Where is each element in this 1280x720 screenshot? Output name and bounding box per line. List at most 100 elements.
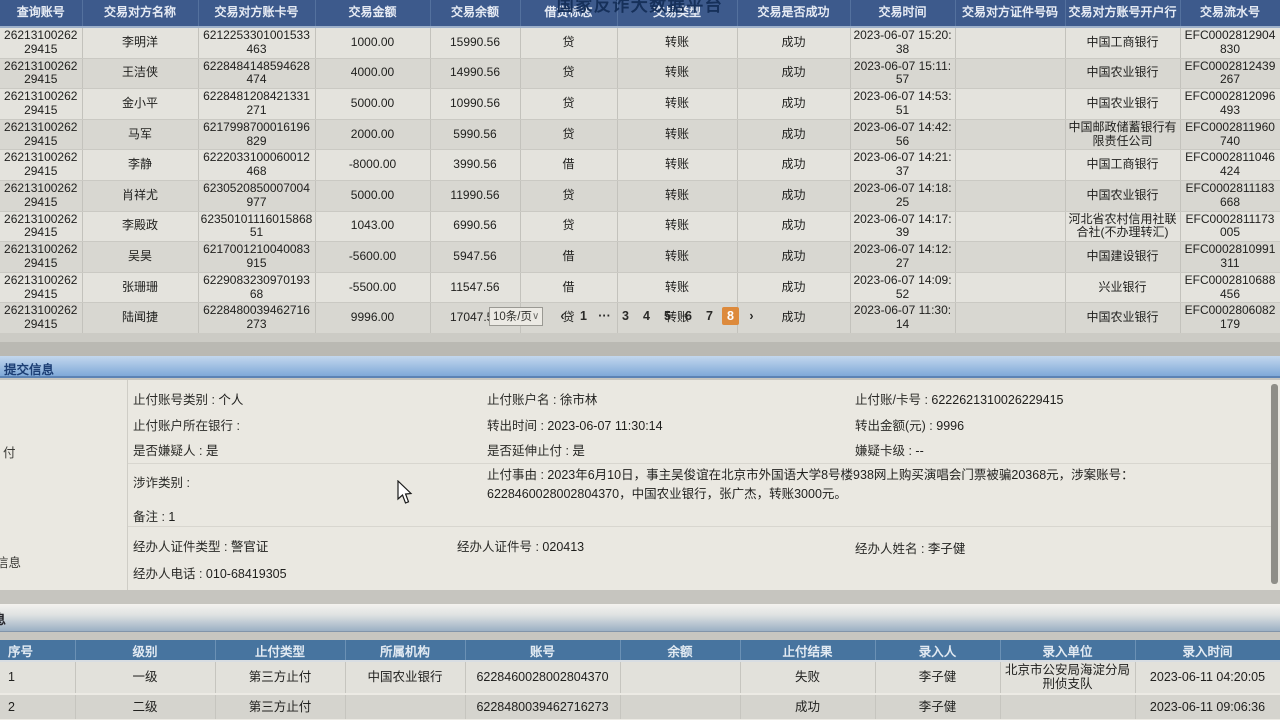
col-level: 级别 [75,640,216,662]
field-value: 是 [572,444,585,458]
cell-time: 2023-06-07 14:18:25 [850,180,956,212]
cell-counterparty-name: 李殿政 [82,211,199,243]
field-label: 止付账户所在银行 : [133,419,240,433]
field-label: 嫌疑卡级 : [855,444,916,458]
field-value: 1 [168,510,176,524]
page-button[interactable]: 5 [659,307,676,325]
cell-counterparty-name: 金小平 [82,88,199,120]
cell-serial-number: EFC0002811183668 [1180,180,1280,212]
mouse-cursor [397,480,413,504]
col-counterparty-id: 交易对方证件号码 [955,0,1066,28]
cell-seq: 1 [0,661,76,695]
col-query-account: 查询账号 [0,0,83,28]
col-account: 账号 [465,640,621,662]
divider-band [0,590,1280,604]
cell-time: 2023-06-07 14:17:39 [850,211,956,243]
transaction-row: 2621310026229415 陆闻捷 6228480039462716273… [0,302,1280,334]
field-value: 是 [205,444,219,458]
field-label: 备注 : [133,510,169,524]
field-value: 6222621310026229415 [931,393,1064,407]
cell-balance [620,693,741,720]
cell-serial-number: EFC0002811173005 [1180,211,1280,243]
cell-counterparty-name: 肖祥尤 [82,180,199,212]
col-seq: 序号 [0,640,76,662]
field-transfer-time: 转出时间 : 2023-06-07 11:30:14 [487,415,663,434]
cell-amount: 1000.00 [315,27,431,59]
col-stop-type: 止付类型 [215,640,346,662]
cell-counterparty-card: 6217001210040083915 [198,241,316,273]
cell-balance: 14990.56 [430,58,521,90]
cell-time: 2023-06-07 14:09:52 [850,272,956,304]
field-value: 2023-06-07 11:30:14 [547,419,663,433]
cell-counterparty-id [955,272,1066,304]
transaction-row: 2621310026229415 张珊珊 622908323097019368 … [0,272,1280,304]
field-extend-stop: 是否延伸止付 : 是 [487,440,585,459]
col-serial-number: 交易流水号 [1180,0,1280,28]
cell-query-account: 2621310026229415 [0,119,83,151]
side-label-fragment: 付 [3,446,16,460]
field-label: 经办人电话 : [133,567,206,581]
field-label: 止付事由 : [487,468,548,482]
transaction-row: 2621310026229415 李殿政 6235010111601586851… [0,211,1280,243]
form-scrollbar[interactable] [1271,384,1278,584]
records-section-bar: 息 [0,604,1280,632]
cell-counterparty-id [955,211,1066,243]
cell-balance: 3990.56 [430,149,521,181]
cell-time: 2023-06-07 14:21:37 [850,149,956,181]
cell-amount: -5600.00 [315,241,431,273]
cell-serial-number: EFC0002811046424 [1180,149,1280,181]
page-button[interactable]: 1 [575,307,592,325]
page-button[interactable]: 6 [680,307,697,325]
cell-unit: 北京市公安局海淀分局刑侦支队 [1000,661,1136,695]
cell-transaction-type: 转账 [617,58,738,90]
col-org: 所属机构 [345,640,466,662]
cell-counterparty-bank: 中国工商银行 [1065,149,1181,181]
cell-balance: 11547.56 [430,272,521,304]
cell-counterparty-id [955,119,1066,151]
page-button[interactable]: 3 [617,307,634,325]
cell-counterparty-name: 吴昊 [82,241,199,273]
transaction-row: 2621310026229415 李静 6222033100060012468 … [0,149,1280,181]
field-value: 警官证 [230,540,269,554]
field-label: 止付账/卡号 : [855,393,932,407]
cell-account: 6228460028002804370 [465,661,621,695]
cell-amount: -8000.00 [315,149,431,181]
page-button[interactable]: › [743,307,760,325]
col-unit: 录入单位 [1000,640,1136,662]
cell-counterparty-id [955,58,1066,90]
stop-payment-row: 1 一级 第三方止付 中国农业银行 6228460028002804370 失败… [0,661,1280,695]
page-button[interactable]: 8 [722,307,739,325]
transaction-row: 2621310026229415 王洁侠 6228484148594628474… [0,58,1280,90]
page-size-select[interactable]: 10条/页 ∨ [489,306,543,326]
cell-counterparty-bank: 河北省农村信用社联合社(不办理转汇) [1065,211,1181,243]
page-button[interactable]: 4 [638,307,655,325]
page-button[interactable]: ‹ [554,307,571,325]
field-card-no: 止付账/卡号 : 6222621310026229415 [855,389,1064,408]
cell-time: 2023-06-07 11:30:14 [850,302,956,334]
cell-success: 成功 [737,180,851,212]
cell-stop-type: 第三方止付 [215,693,346,720]
cell-success: 成功 [737,302,851,334]
page-size-label: 10条/页 [493,311,532,323]
col-counterparty-bank: 交易对方账号开户行 [1065,0,1181,28]
cell-level: 二级 [75,693,216,720]
cell-balance: 6990.56 [430,211,521,243]
cell-counterparty-name: 马军 [82,119,199,151]
cell-debit-credit-flag: 借 [520,272,618,304]
field-label: 经办人证件号 : [457,540,543,554]
col-counterparty-card: 交易对方账卡号 [198,0,316,28]
cell-serial-number: EFC0002810991311 [1180,241,1280,273]
cell-counterparty-card: 6228484148594628474 [198,58,316,90]
cell-operator: 李子健 [875,661,1001,695]
page-button[interactable]: 7 [701,307,718,325]
field-label: 经办人证件类型 : [133,540,231,554]
cell-serial-number: EFC0002806082179 [1180,302,1280,334]
cell-debit-credit-flag: 贷 [520,211,618,243]
cell-counterparty-id [955,27,1066,59]
field-label: 涉诈类别 : [133,476,190,490]
cell-debit-credit-flag: 贷 [520,180,618,212]
field-label: 是否延伸止付 : [487,444,573,458]
cell-counterparty-card: 6212253301001533463 [198,27,316,59]
page-button[interactable]: ··· [596,307,613,325]
